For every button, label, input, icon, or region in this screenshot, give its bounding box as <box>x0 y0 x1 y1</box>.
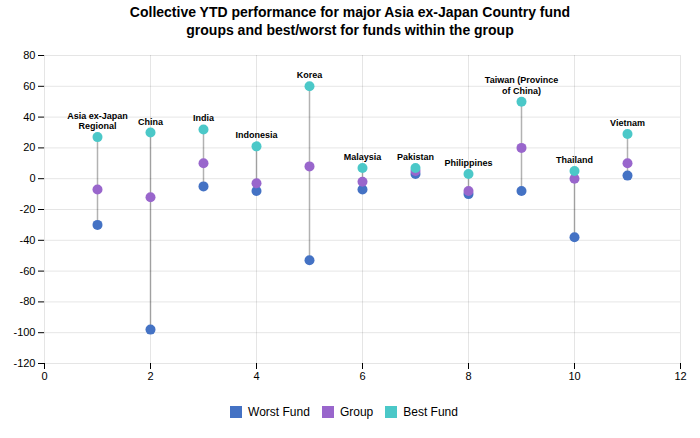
svg-text:-80: -80 <box>20 295 36 307</box>
svg-text:-60: -60 <box>20 265 36 277</box>
svg-text:India: India <box>193 113 215 123</box>
svg-text:-100: -100 <box>13 326 35 338</box>
svg-text:Taiwan (Provinceof China): Taiwan (Provinceof China) <box>485 75 558 95</box>
svg-text:Pakistan: Pakistan <box>397 152 434 162</box>
svg-text:China: China <box>138 117 164 127</box>
html-text:Worst Fund: Worst Fund <box>248 404 310 419</box>
svg-text:Asia ex-JapanRegional: Asia ex-JapanRegional <box>67 111 128 131</box>
html-text:Best Fund: Best Fund <box>403 404 458 419</box>
svg-text:-120: -120 <box>13 357 35 369</box>
svg-text:0: 0 <box>41 370 47 382</box>
svg-text:Philippines: Philippines <box>444 158 492 168</box>
svg-text:40: 40 <box>23 111 35 123</box>
html-text:Collective YTD performance for: Collective YTD performance for major Asi… <box>129 4 571 38</box>
svg-text:-20: -20 <box>20 203 36 215</box>
svg-text:Malaysia: Malaysia <box>344 152 383 162</box>
svg-text:20: 20 <box>23 141 35 153</box>
svg-text:10: 10 <box>568 370 580 382</box>
svg-text:2: 2 <box>147 370 153 382</box>
svg-text:Korea: Korea <box>297 70 324 80</box>
svg-text:12: 12 <box>674 370 686 382</box>
svg-text:6: 6 <box>359 370 365 382</box>
html-text:Group: Group <box>339 404 374 419</box>
svg-text:Vietnam: Vietnam <box>610 118 645 128</box>
svg-text:Indonesia: Indonesia <box>235 130 278 140</box>
svg-text:4: 4 <box>253 370 259 382</box>
svg-text:-40: -40 <box>20 234 36 246</box>
svg-text:Thailand: Thailand <box>556 155 593 165</box>
svg-text:8: 8 <box>465 370 471 382</box>
svg-text:0: 0 <box>29 172 35 184</box>
svg-text:80: 80 <box>23 49 35 61</box>
svg-text:60: 60 <box>23 80 35 92</box>
